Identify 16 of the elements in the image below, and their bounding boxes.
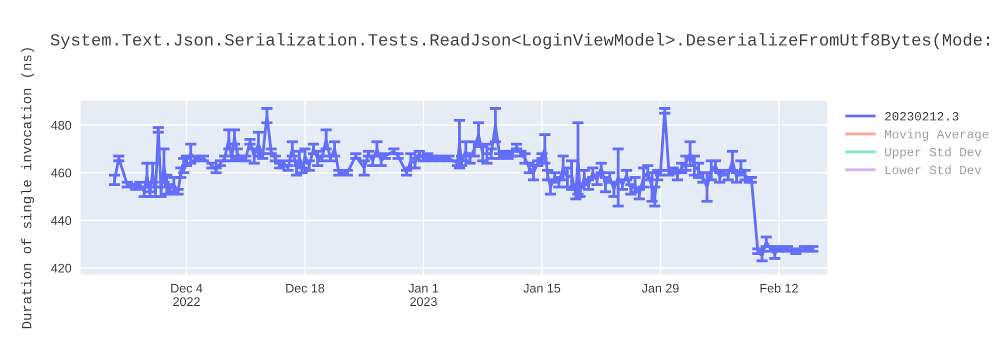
- chart-title: System.Text.Json.Serialization.Tests.ReadJson<LoginViewModel>.DeserializeFromUtf8Bytes(Mode:: [50, 33, 989, 50]
- y-tick-label: 460: [51, 168, 72, 178]
- legend-label: Moving Average: [885, 129, 988, 141]
- legend-label: 20230212.3: [885, 112, 958, 121]
- x-tick-label: Feb 12: [760, 283, 798, 293]
- x-tick-label: Jan 29: [642, 284, 679, 293]
- legend-label: Lower Std Dev: [886, 165, 982, 174]
- y-tick-label: 440: [51, 216, 72, 225]
- y-tick-label: 420: [51, 264, 72, 273]
- y-tick-label: 480: [51, 120, 72, 130]
- x-tick-label: Dec 4 2022: [171, 284, 202, 306]
- x-tick-label: Jan 1 2023: [408, 284, 438, 306]
- x-tick-label: Jan 15: [523, 284, 560, 293]
- x-tick-label: Dec 18: [286, 284, 324, 293]
- y-axis-title: Duration of single invocation (ns): [21, 48, 34, 328]
- legend-label: Upper Std Dev: [885, 147, 982, 159]
